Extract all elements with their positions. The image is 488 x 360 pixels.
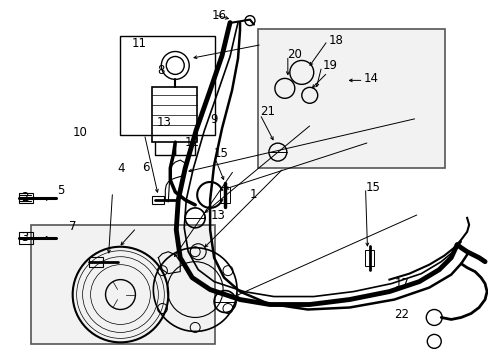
Bar: [364, 250, 374, 266]
Bar: [31, 225, 215, 345]
Bar: [258, 28, 444, 168]
Text: 9: 9: [210, 113, 218, 126]
Text: 22: 22: [394, 308, 408, 321]
Text: 17: 17: [394, 278, 408, 291]
Text: 8: 8: [157, 64, 164, 77]
Text: 7: 7: [69, 220, 77, 233]
Text: 14: 14: [363, 72, 378, 85]
Text: 5: 5: [57, 184, 64, 197]
Text: 18: 18: [327, 34, 343, 48]
Text: 12: 12: [184, 136, 200, 149]
Text: 3: 3: [21, 231, 29, 244]
Text: 13: 13: [157, 116, 171, 129]
Text: 6: 6: [142, 161, 149, 174]
Text: 11: 11: [131, 36, 146, 50]
Text: 13: 13: [210, 209, 225, 222]
Text: 15: 15: [213, 147, 228, 159]
Text: 21: 21: [260, 105, 275, 118]
Bar: [88, 257, 102, 267]
Bar: [120, 36, 215, 135]
Bar: [152, 196, 164, 204]
Text: 15: 15: [365, 181, 379, 194]
Text: 19: 19: [322, 59, 337, 72]
Text: 16: 16: [211, 9, 226, 22]
Bar: [19, 232, 33, 244]
Text: 10: 10: [73, 126, 88, 139]
Text: 2: 2: [21, 191, 29, 204]
Text: 4: 4: [118, 162, 125, 175]
Bar: [19, 193, 33, 203]
Bar: [220, 187, 229, 203]
Text: 20: 20: [287, 48, 302, 61]
Bar: [152, 87, 197, 142]
Text: 1: 1: [249, 188, 256, 201]
